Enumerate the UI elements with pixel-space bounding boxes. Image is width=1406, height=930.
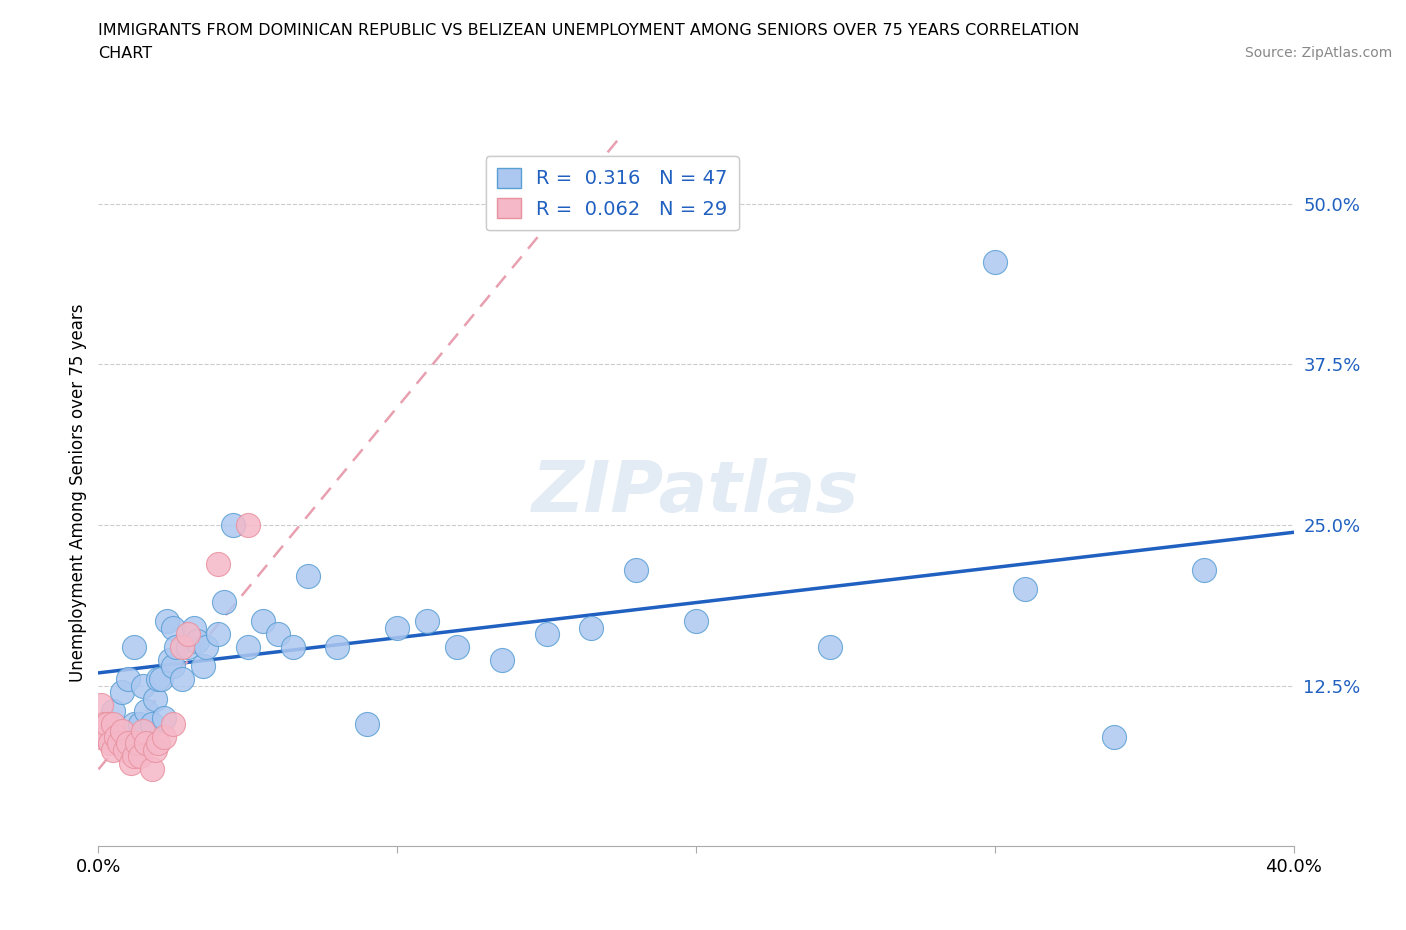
Point — [162, 659, 184, 674]
Point — [165, 640, 187, 655]
Point — [159, 653, 181, 668]
Point — [172, 671, 194, 686]
Point — [297, 569, 319, 584]
Point — [124, 640, 146, 655]
Point — [103, 742, 125, 757]
Point — [153, 730, 176, 745]
Point — [222, 518, 245, 533]
Point — [1014, 582, 1036, 597]
Point — [132, 724, 155, 738]
Point — [129, 749, 152, 764]
Point — [177, 627, 200, 642]
Point — [143, 742, 166, 757]
Point — [624, 563, 647, 578]
Point — [236, 640, 259, 655]
Point — [124, 717, 146, 732]
Point — [1104, 730, 1126, 745]
Point — [93, 717, 115, 732]
Point — [156, 614, 179, 629]
Point — [162, 620, 184, 635]
Point — [124, 749, 146, 764]
Point — [141, 762, 163, 777]
Point — [446, 640, 468, 655]
Point — [117, 671, 139, 686]
Point — [96, 730, 118, 745]
Point — [207, 627, 229, 642]
Point — [194, 640, 218, 655]
Point — [1192, 563, 1215, 578]
Point — [90, 698, 112, 712]
Y-axis label: Unemployment Among Seniors over 75 years: Unemployment Among Seniors over 75 years — [69, 304, 87, 682]
Point — [536, 627, 558, 642]
Point — [117, 736, 139, 751]
Point — [820, 640, 842, 655]
Point — [183, 620, 205, 635]
Point — [212, 594, 235, 609]
Point — [111, 684, 134, 699]
Point — [236, 518, 259, 533]
Point — [103, 704, 125, 719]
Point — [96, 717, 118, 732]
Point — [141, 717, 163, 732]
Legend: R =  0.316   N = 47, R =  0.062   N = 29: R = 0.316 N = 47, R = 0.062 N = 29 — [485, 156, 740, 231]
Text: Source: ZipAtlas.com: Source: ZipAtlas.com — [1244, 46, 1392, 60]
Text: CHART: CHART — [98, 46, 152, 61]
Point — [111, 724, 134, 738]
Point — [132, 678, 155, 693]
Point — [143, 691, 166, 706]
Point — [326, 640, 349, 655]
Point — [416, 614, 439, 629]
Point — [108, 736, 131, 751]
Point — [135, 704, 157, 719]
Point — [252, 614, 274, 629]
Point — [162, 717, 184, 732]
Point — [93, 724, 115, 738]
Point — [267, 627, 290, 642]
Point — [491, 653, 513, 668]
Point — [129, 717, 152, 732]
Point — [186, 633, 208, 648]
Point — [150, 671, 173, 686]
Point — [385, 620, 409, 635]
Point — [191, 659, 214, 674]
Point — [581, 620, 603, 635]
Point — [172, 640, 194, 655]
Point — [148, 671, 170, 686]
Point — [177, 640, 200, 655]
Text: IMMIGRANTS FROM DOMINICAN REPUBLIC VS BELIZEAN UNEMPLOYMENT AMONG SENIORS OVER 7: IMMIGRANTS FROM DOMINICAN REPUBLIC VS BE… — [98, 23, 1080, 38]
Point — [114, 742, 136, 757]
Point — [127, 736, 149, 751]
Point — [105, 730, 128, 745]
Point — [120, 755, 142, 770]
Point — [685, 614, 707, 629]
Point — [135, 736, 157, 751]
Text: ZIPatlas: ZIPatlas — [533, 458, 859, 527]
Point — [153, 711, 176, 725]
Point — [148, 736, 170, 751]
Point — [281, 640, 304, 655]
Point — [207, 556, 229, 571]
Point — [98, 736, 122, 751]
Point — [356, 717, 378, 732]
Point — [983, 254, 1005, 269]
Point — [90, 730, 112, 745]
Point — [103, 717, 125, 732]
